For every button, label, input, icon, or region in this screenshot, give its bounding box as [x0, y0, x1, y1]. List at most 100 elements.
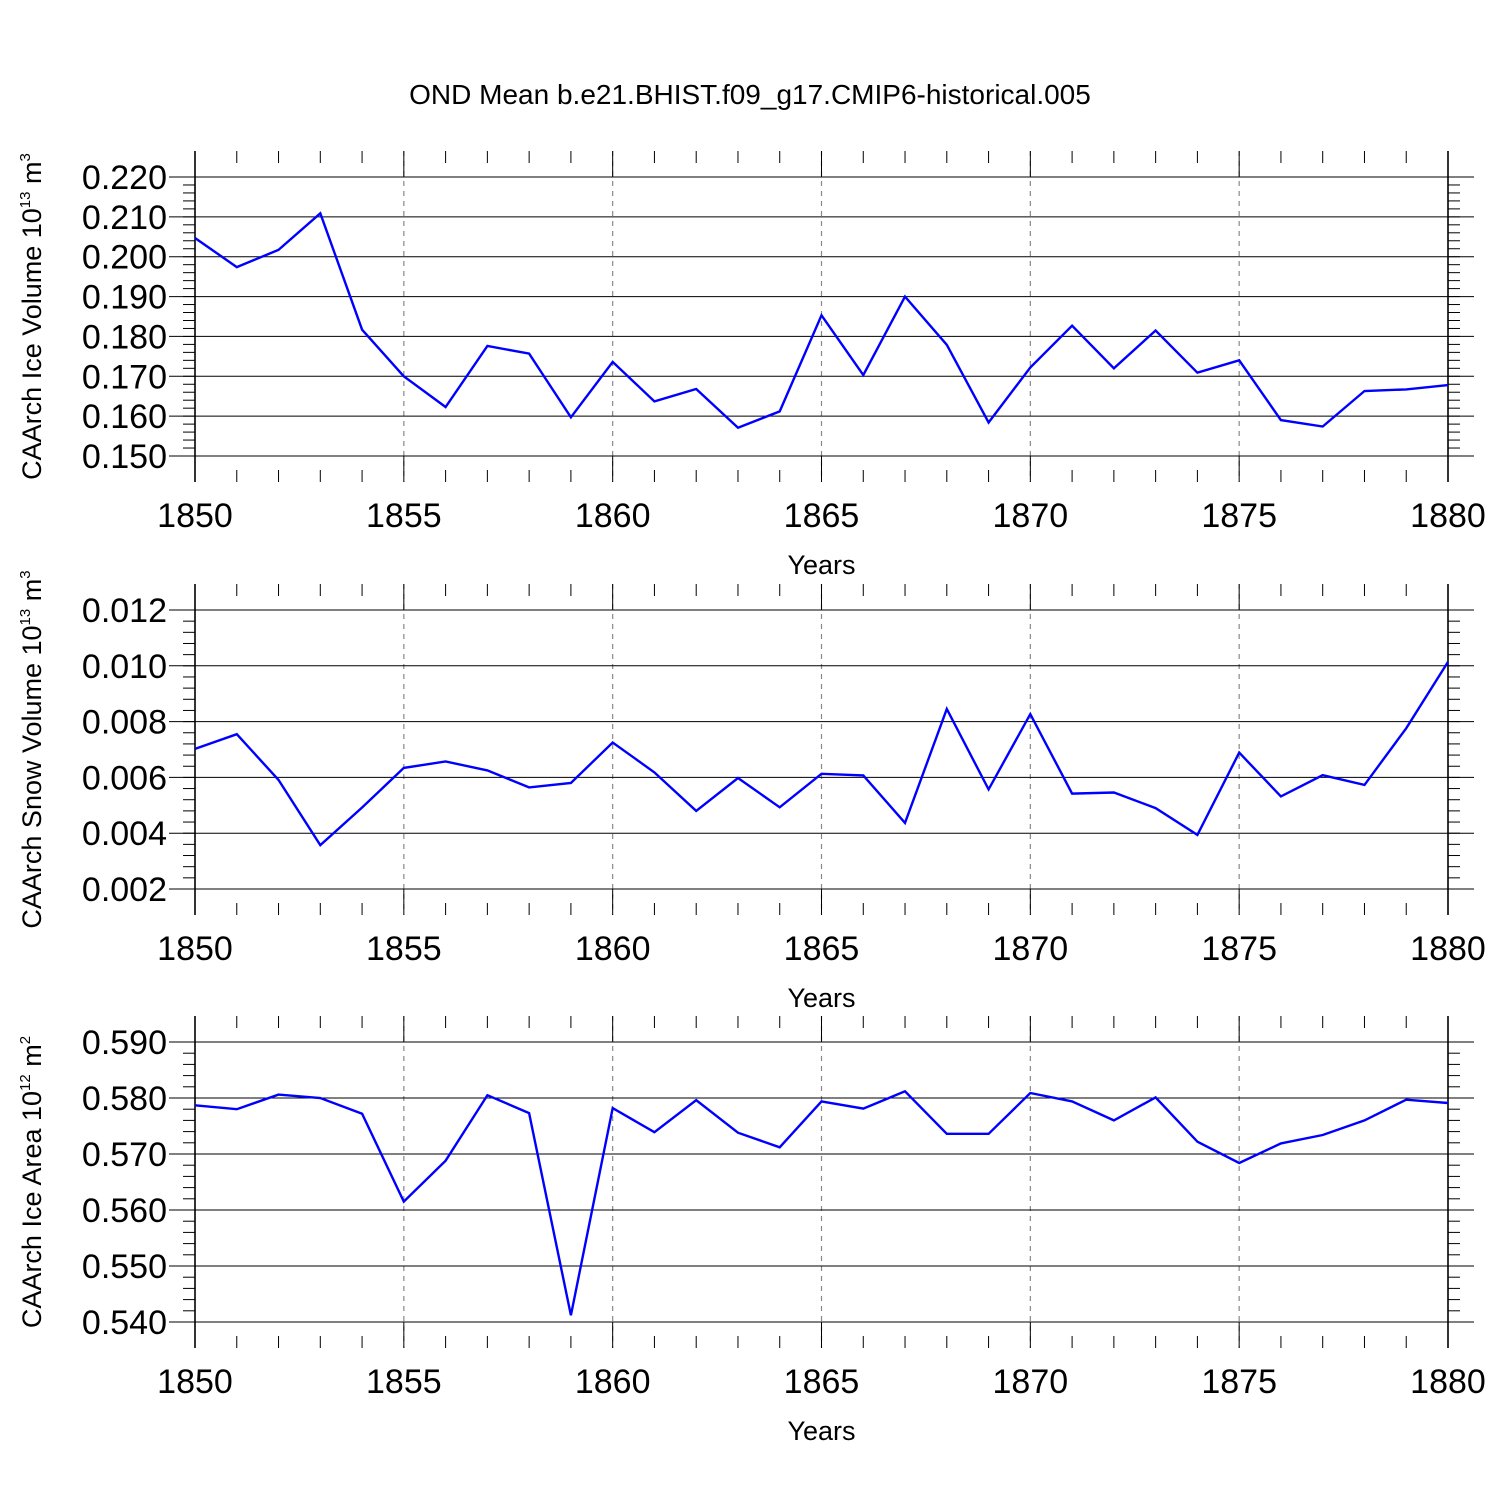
data-point [1237, 1161, 1241, 1165]
data-point [277, 778, 281, 782]
y-axis-label-unit: m [17, 1044, 47, 1074]
y-axis-label: CAArch Snow Volume 1013 m3 [17, 570, 47, 928]
data-point [1404, 726, 1408, 730]
data-point [1404, 387, 1408, 391]
y-tick-label: 0.006 [82, 759, 167, 797]
data-point [903, 295, 907, 299]
x-axis-label: Years [787, 550, 855, 580]
x-axis-label: Years [787, 1416, 855, 1446]
data-point [652, 770, 656, 774]
data-point [235, 732, 239, 736]
chart-title: OND Mean b.e21.BHIST.f09_g17.CMIP6-histo… [409, 79, 1091, 110]
series-line [194, 661, 1450, 848]
x-tick-label: 1860 [575, 930, 651, 968]
y-tick-label: 0.540 [82, 1304, 167, 1342]
x-tick-label: 1875 [1201, 497, 1277, 535]
data-point [193, 1103, 197, 1107]
data-point [1362, 1118, 1366, 1122]
y-tick-label: 0.190 [82, 279, 167, 317]
y-tick-label: 0.008 [82, 704, 167, 742]
data-point [1279, 418, 1283, 422]
y-tick-label: 0.560 [82, 1192, 167, 1230]
data-point [861, 373, 865, 377]
data-point [569, 781, 573, 785]
data-point [318, 211, 322, 215]
y-axis-label-exponent: 13 [17, 192, 34, 209]
data-point [945, 343, 949, 347]
data-point [1112, 1118, 1116, 1122]
series-line [194, 211, 1449, 430]
data-point [527, 1111, 531, 1115]
y-tick-label: 0.570 [82, 1136, 167, 1174]
x-tick-label: 1880 [1410, 497, 1486, 535]
x-axis-label: Years [787, 983, 855, 1013]
data-point [861, 1107, 865, 1111]
panel-2: 0.002 0.004 0.006 0.008 0.010 0.012 1850 1855 18… [17, 570, 1486, 1013]
data-point [569, 415, 573, 419]
data-point [318, 843, 322, 847]
data-point [277, 1093, 281, 1097]
data-point [485, 768, 489, 772]
y-tick-label: 0.012 [82, 592, 167, 630]
data-point [1154, 1095, 1158, 1099]
data-point [987, 787, 991, 791]
data-point [987, 421, 991, 425]
y-tick-label: 0.010 [82, 648, 167, 686]
data-point [193, 747, 197, 751]
y-axis-label-text: CAArch Snow Volume 10 [17, 625, 47, 928]
data-point [903, 821, 907, 825]
x-tick-label: 1865 [784, 1363, 860, 1401]
data-point [611, 360, 615, 364]
data-point [1154, 806, 1158, 810]
data-point [1112, 366, 1116, 370]
data-point [1195, 833, 1199, 837]
y-tick-label: 0.002 [82, 871, 167, 909]
data-point [820, 1099, 824, 1103]
y-axis-label-unit-exponent: 3 [17, 570, 34, 578]
data-point [778, 409, 782, 413]
y-axis-label-unit: m [17, 579, 47, 609]
x-tick-label: 1875 [1201, 1363, 1277, 1401]
data-point [1446, 1101, 1450, 1105]
data-point [318, 1096, 322, 1100]
data-point [611, 1106, 615, 1110]
y-tick-label: 0.180 [82, 318, 167, 356]
data-point [444, 759, 448, 763]
data-point [444, 1159, 448, 1163]
data-point [736, 426, 740, 430]
y-axis-label-exponent: 12 [17, 1074, 34, 1091]
data-point [1112, 790, 1116, 794]
data-point [360, 806, 364, 810]
y-tick-label: 0.004 [82, 815, 167, 853]
data-point [694, 1098, 698, 1102]
data-point [1321, 425, 1325, 429]
y-axis-label-exponent: 13 [17, 609, 34, 626]
y-axis-label-text: CAArch Ice Area 10 [17, 1091, 47, 1328]
x-tick-label: 1860 [575, 1363, 651, 1401]
series-line [194, 1089, 1449, 1316]
data-point [527, 352, 531, 356]
data-point [1070, 1099, 1074, 1103]
data-point [1028, 366, 1032, 370]
data-point [1404, 1098, 1408, 1102]
y-tick-label: 0.580 [82, 1080, 167, 1118]
y-tick-label: 0.200 [82, 239, 167, 277]
data-point [1237, 358, 1241, 362]
data-point [1028, 712, 1032, 716]
x-tick-label: 1850 [157, 1363, 233, 1401]
data-point [402, 374, 406, 378]
y-tick-label: 0.170 [82, 358, 167, 396]
y-axis-label: CAArch Ice Volume 1013 m3 [17, 153, 47, 480]
data-point [861, 773, 865, 777]
x-tick-label: 1875 [1201, 930, 1277, 968]
x-tick-label: 1880 [1410, 930, 1486, 968]
x-tick-label: 1865 [784, 930, 860, 968]
data-point [1070, 324, 1074, 328]
data-point [903, 1089, 907, 1093]
data-point [1195, 371, 1199, 375]
data-point [611, 741, 615, 745]
data-point [736, 1131, 740, 1135]
data-point [1362, 783, 1366, 787]
